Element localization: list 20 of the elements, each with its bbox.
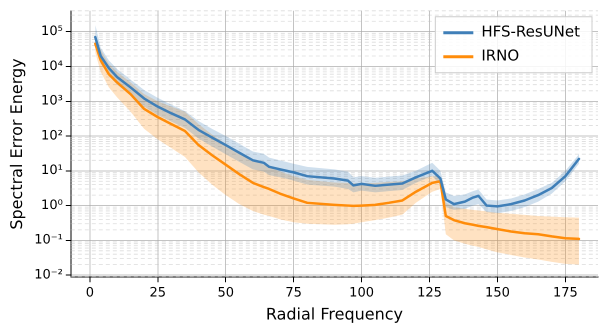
legend-label: IRNO — [481, 46, 520, 65]
x-tick-label: 100 — [349, 285, 374, 300]
x-tick-label: 0 — [86, 285, 94, 300]
legend-label: HFS-ResUNet — [481, 22, 580, 41]
x-tick-label: 175 — [552, 285, 578, 300]
x-tick-label: 50 — [217, 285, 234, 300]
y-tick-label: 10⁻¹ — [34, 232, 63, 248]
x-axis-title: Radial Frequency — [266, 304, 403, 324]
y-tick-label: 10⁵ — [41, 24, 63, 40]
y-tick-label: 10⁻² — [34, 267, 63, 282]
x-tick-label: 150 — [485, 285, 510, 300]
x-tick-label: 25 — [150, 285, 166, 300]
x-tick-label: 75 — [285, 285, 302, 300]
y-tick-label: 10³ — [41, 94, 63, 109]
y-tick-label: 10⁰ — [41, 198, 63, 213]
x-tick-label: 125 — [417, 285, 442, 300]
y-tick-label: 10¹ — [41, 163, 63, 178]
y-tick-label: 10² — [41, 128, 63, 144]
y-axis-title: Spectral Error Energy — [6, 58, 26, 230]
y-tick-label: 10⁴ — [41, 58, 63, 74]
